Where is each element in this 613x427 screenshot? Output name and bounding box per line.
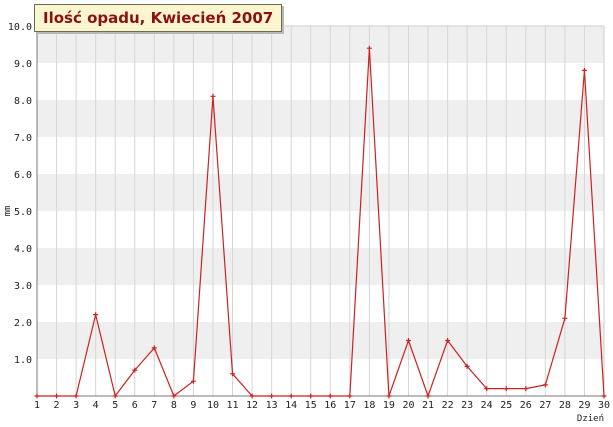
data-point (269, 393, 275, 399)
y-tick-labels: 1.0 2.0 3.0 4.0 5.0 6.0 7.0 8.0 9.0 10.0 (8, 22, 32, 366)
y-tick-label: 3.0 (14, 281, 32, 292)
x-tick-label: 29 (578, 400, 590, 411)
background-band (37, 248, 604, 285)
x-tick-label: 14 (285, 400, 297, 411)
data-point (151, 345, 157, 351)
x-tick-label: 15 (305, 400, 317, 411)
data-point (347, 393, 353, 399)
x-tick-labels: 1 2 3 4 5 6 7 8 9 10 11 12 13 14 15 16 17 18 19 20 21 22 23 24 2… (34, 400, 610, 411)
x-tick-label: 22 (442, 400, 454, 411)
data-point (230, 371, 236, 377)
y-tick-label: 8.0 (14, 96, 32, 107)
x-tick-label: 16 (324, 400, 336, 411)
data-point (425, 393, 431, 399)
x-tick-label: 7 (151, 400, 157, 411)
y-axis-label: mm (3, 206, 13, 217)
y-tick-label: 10.0 (8, 22, 32, 33)
x-tick-label: 12 (246, 400, 258, 411)
data-point (73, 393, 79, 399)
data-point (445, 338, 451, 343)
x-tick-label: 24 (481, 400, 493, 411)
data-point (308, 393, 314, 399)
x-tick-label: 8 (171, 400, 177, 411)
background-bands (37, 26, 604, 359)
data-point (190, 378, 196, 384)
x-tick-label: 9 (190, 400, 196, 411)
x-tick-label: 19 (383, 400, 395, 411)
y-tick-label: 2.0 (14, 318, 32, 329)
data-point (54, 393, 60, 399)
data-point (581, 67, 587, 73)
data-point (112, 393, 118, 399)
data-point (93, 312, 99, 318)
data-point (171, 393, 177, 399)
data-point (523, 386, 529, 392)
data-point (288, 393, 294, 399)
x-tick-label: 27 (539, 400, 551, 411)
x-tick-label: 18 (363, 400, 375, 411)
data-point (386, 393, 392, 399)
vertical-gridlines (56, 26, 605, 396)
x-tick-label: 28 (559, 400, 571, 411)
x-tick-label: 11 (226, 400, 238, 411)
data-point (327, 393, 333, 399)
data-point (132, 367, 138, 373)
background-band (37, 322, 604, 359)
data-point (405, 338, 411, 343)
background-band (37, 100, 604, 137)
y-tick-label: 7.0 (14, 133, 32, 144)
x-tick-label: 25 (500, 400, 512, 411)
data-point (210, 93, 216, 99)
data-point (601, 393, 607, 399)
x-tick-label: 17 (344, 400, 356, 411)
data-point (366, 45, 372, 51)
x-tick-label: 3 (73, 400, 79, 411)
x-tick-label: 5 (112, 400, 118, 411)
background-band (37, 174, 604, 211)
y-tick-label: 4.0 (14, 244, 32, 255)
y-tick-label: 1.0 (14, 355, 32, 366)
y-tick-label: 5.0 (14, 207, 32, 218)
x-tick-label: 4 (93, 400, 99, 411)
data-point (484, 386, 490, 392)
data-point (34, 393, 40, 399)
x-tick-label: 2 (54, 400, 60, 411)
x-axis-label: Dzień (577, 414, 604, 424)
data-point (503, 386, 509, 392)
y-tick-label: 9.0 (14, 59, 32, 70)
background-band (37, 26, 604, 63)
y-tick-label: 6.0 (14, 170, 32, 181)
x-tick-label: 26 (520, 400, 532, 411)
x-tick-label: 21 (422, 400, 434, 411)
x-tick-label: 30 (598, 400, 610, 411)
data-point (464, 363, 470, 369)
x-tick-label: 6 (132, 400, 138, 411)
series-rainfall (34, 45, 607, 399)
series-line (37, 47, 605, 397)
data-point (562, 315, 568, 321)
data-point (542, 382, 548, 388)
x-tick-label: 20 (402, 400, 414, 411)
x-tick-label: 23 (461, 400, 473, 411)
x-tick-label: 10 (207, 400, 219, 411)
data-point (249, 393, 255, 399)
x-tick-label: 1 (34, 400, 40, 411)
x-tick-label: 13 (266, 400, 278, 411)
chart-title: Ilość opadu, Kwiecień 2007 (34, 4, 283, 32)
